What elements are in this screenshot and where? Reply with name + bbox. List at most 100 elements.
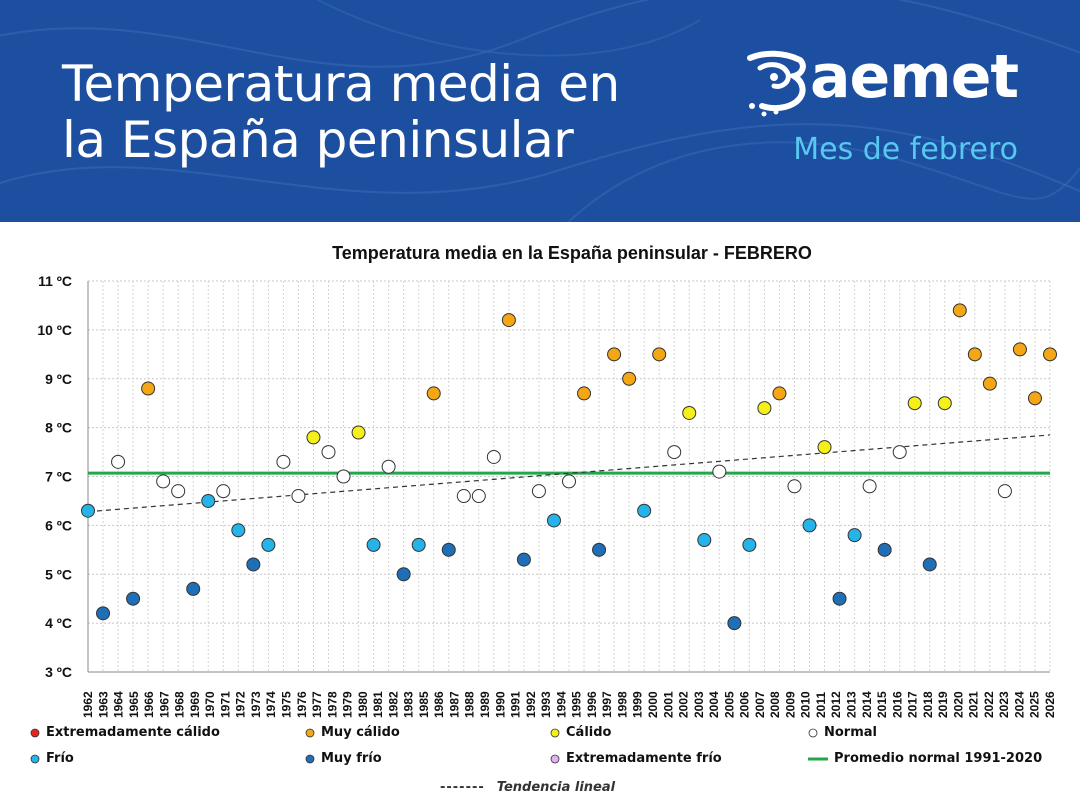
x-tick-label: 1970 [203,691,217,718]
x-tick-label: 1993 [539,691,553,718]
header-banner: Temperatura media en la España peninsula… [0,0,1080,222]
y-tick-label: 3 ºC [45,664,72,680]
average-line-marker-icon [808,757,828,760]
data-point-1971 [216,484,231,499]
x-tick-label: 2019 [936,691,950,718]
data-point-1984 [411,537,426,552]
data-point-1974 [261,537,276,552]
data-point-1988 [471,489,486,504]
y-tick-label: 8 ºC [45,420,72,436]
data-point-2012 [832,591,847,606]
legend-marker-icon [550,728,560,737]
data-point-2001 [667,445,682,460]
x-tick-label: 1995 [570,691,584,718]
x-tick-label: 1989 [478,691,492,718]
data-point-1978 [321,445,336,460]
legend-marker-icon [30,728,40,737]
x-tick-label: 1964 [112,691,126,718]
x-tick-label: 2000 [646,691,660,718]
data-point-2018 [922,557,937,572]
legend-item-normal: Normal [808,724,877,742]
legend-label: Muy frío [321,751,382,766]
legend-item-calido: Cálido [550,724,611,742]
y-tick-label: 10 ºC [37,322,72,338]
banner-wave-decoration [0,0,1080,222]
legend-item-frio: Frío [30,750,74,768]
legend-marker-icon [30,754,40,763]
x-tick-label: 1962 [81,691,95,718]
data-point-2021 [967,347,982,362]
data-point-1981 [366,537,381,552]
x-tick-label: 1985 [417,691,431,718]
y-tick-label: 9 ºC [45,371,72,387]
data-point-1977 [306,430,321,445]
x-tick-label: 2010 [799,691,813,718]
x-tick-label: 2023 [997,691,1011,718]
x-tick-label: 1983 [402,691,416,718]
x-tick-label: 1988 [463,691,477,718]
x-tick-label: 1991 [509,691,523,718]
data-point-1982 [381,459,396,474]
data-point-2017 [907,396,922,411]
chart-title: Temperatura media en la España peninsula… [332,243,812,263]
data-point-2002 [682,405,697,420]
legend-item-ext_calido: Extremadamente cálido [30,724,220,742]
data-point-1987 [456,489,471,504]
data-point-2022 [982,376,997,391]
legend-marker-icon [305,728,315,737]
data-point-1992 [531,484,546,499]
x-tick-label: 1981 [371,691,385,718]
x-tick-label: 2020 [951,691,965,718]
y-tick-label: 5 ºC [45,566,72,582]
data-point-1965 [126,591,141,606]
x-tick-label: 1999 [631,691,645,718]
data-point-1966 [141,381,156,396]
x-tick-label: 2001 [661,691,675,718]
page-subtitle: Mes de febrero [793,132,1018,167]
x-tick-label: 1986 [432,691,446,718]
x-tick-label: 2014 [860,691,874,718]
data-point-1967 [156,474,171,489]
data-point-1999 [637,503,652,518]
legend-item-average: Promedio normal 1991-2020 [808,750,1042,768]
data-point-1972 [231,523,246,538]
page-title: Temperatura media en la España peninsula… [62,56,620,168]
data-point-2025 [1027,391,1042,406]
data-point-2010 [802,518,817,533]
legend-marker-icon [550,754,560,763]
data-point-1968 [171,484,186,499]
data-point-2006 [742,537,757,552]
x-tick-label: 2006 [738,691,752,718]
data-point-2009 [787,479,802,494]
x-tick-label: 1987 [447,691,461,718]
x-tick-label: 1969 [188,691,202,718]
x-tick-label: 2026 [1043,691,1057,718]
data-point-2014 [862,479,877,494]
legend-label: Normal [824,725,877,740]
data-point-2013 [847,528,862,543]
data-point-1964 [111,454,126,469]
data-point-2024 [1012,342,1027,357]
x-tick-label: 2024 [1012,691,1026,718]
x-tick-label: 1982 [386,691,400,718]
legend-item-trend: ------- Tendencia lineal [440,780,615,795]
y-tick-label: 6 ºC [45,517,72,533]
data-point-1970 [201,493,216,508]
trend-dash-icon: ------- [440,780,485,795]
data-point-1994 [562,474,576,489]
x-tick-label: 1971 [218,691,232,718]
x-tick-label: 2018 [921,691,935,718]
x-tick-label: 1979 [341,691,355,718]
data-point-1969 [186,581,201,596]
y-tick-label: 7 ºC [45,469,72,485]
data-point-2004 [712,464,727,479]
x-tick-label: 2022 [982,691,996,718]
data-point-1990 [501,313,516,328]
page-title-line-1: Temperatura media en [62,55,620,113]
data-point-1991 [516,552,531,567]
trend-line [87,434,1051,513]
x-tick-label: 2002 [677,691,691,718]
x-tick-label: 2016 [890,691,904,718]
data-point-1993 [546,513,561,528]
legend-item-muy_calido: Muy cálido [305,724,400,742]
